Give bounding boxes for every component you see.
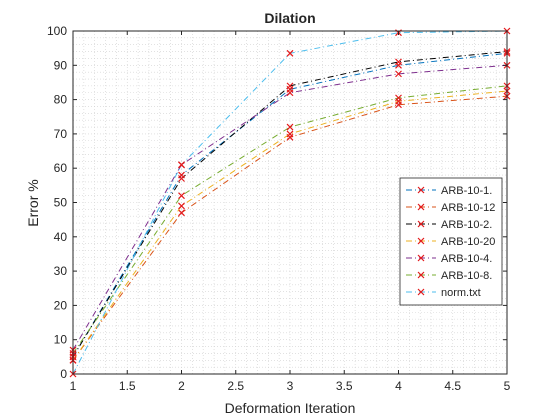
legend-label: ARB-10-2. — [441, 219, 492, 231]
x-tick-label: 5 — [504, 379, 511, 393]
data-point-marker — [286, 130, 294, 138]
series-line — [72, 64, 508, 351]
y-tick-label: 60 — [54, 161, 68, 175]
y-axis-title: Error % — [25, 179, 41, 226]
y-tick-label: 70 — [54, 127, 68, 141]
data-point-marker — [286, 82, 294, 90]
legend-item: norm.txt — [406, 287, 481, 299]
data-point-marker — [178, 202, 185, 210]
y-tick-label: 90 — [54, 58, 68, 72]
x-tick-label: 4 — [395, 379, 402, 393]
chart-title: Dilation — [264, 10, 315, 26]
data-point-marker — [395, 94, 402, 102]
series-line — [72, 90, 508, 361]
legend-box — [399, 177, 503, 306]
data-point-marker — [286, 89, 294, 97]
series-line — [72, 52, 508, 358]
legend-label: ARB-10-1. — [441, 185, 492, 197]
x-tick-label: 3.5 — [336, 379, 353, 393]
legend-item: ARB-10-1. — [406, 185, 492, 197]
legend-label: ARB-10-20 — [441, 236, 495, 248]
grid — [72, 30, 508, 375]
data-point-marker — [178, 192, 185, 200]
legend: ARB-10-1. ARB-10-12 ARB-10-2. ARB-10-20 ARB-… — [399, 177, 503, 306]
legend-label: ARB-10-8. — [441, 270, 492, 282]
legend-item: ARB-10-2. — [406, 219, 492, 231]
y-tick-label: 80 — [54, 93, 68, 107]
data-point-marker — [286, 49, 294, 57]
x-tick-label: 3 — [287, 379, 294, 393]
data-point-marker — [178, 209, 185, 217]
series-ARB-10-8. — [69, 82, 511, 357]
y-tick-label: 40 — [54, 230, 68, 244]
data-point-marker — [395, 58, 402, 66]
y-tick-label: 30 — [54, 264, 68, 278]
legend-label: ARB-10-4. — [441, 253, 492, 265]
y-tick-label: 10 — [54, 333, 68, 347]
x-tick-label: 2 — [178, 379, 185, 393]
x-tick-label: 1 — [70, 379, 77, 393]
legend-marker — [417, 288, 425, 296]
legend-marker — [417, 186, 425, 194]
legend-label: ARB-10-12 — [441, 202, 495, 214]
legend-item: ARB-10-12 — [406, 202, 495, 214]
x-tick-label: 4.5 — [444, 379, 461, 393]
legend-marker — [417, 254, 425, 262]
series-line — [72, 85, 508, 354]
legend-marker — [417, 271, 425, 279]
data-point-marker — [178, 161, 185, 169]
x-axis-title: Deformation Iteration — [225, 400, 356, 416]
legend-item: ARB-10-8. — [406, 270, 492, 282]
legend-label: norm.txt — [441, 287, 481, 299]
legend-marker — [417, 203, 425, 211]
legend-marker — [417, 220, 425, 228]
data-point-marker — [178, 175, 185, 182]
series-group — [69, 27, 511, 378]
y-tick-label: 50 — [54, 196, 68, 210]
y-tick-label: 0 — [60, 367, 67, 381]
y-tick-label: 100 — [47, 24, 67, 38]
x-tick-label: 1.5 — [119, 379, 136, 393]
data-point-marker — [395, 70, 402, 78]
legend-item: ARB-10-20 — [406, 236, 495, 248]
legend-marker — [417, 237, 425, 245]
x-tick-label: 2.5 — [227, 379, 244, 393]
y-tick-label: 20 — [54, 298, 68, 312]
data-point-marker — [286, 123, 294, 131]
legend-item: ARB-10-4. — [406, 253, 492, 265]
